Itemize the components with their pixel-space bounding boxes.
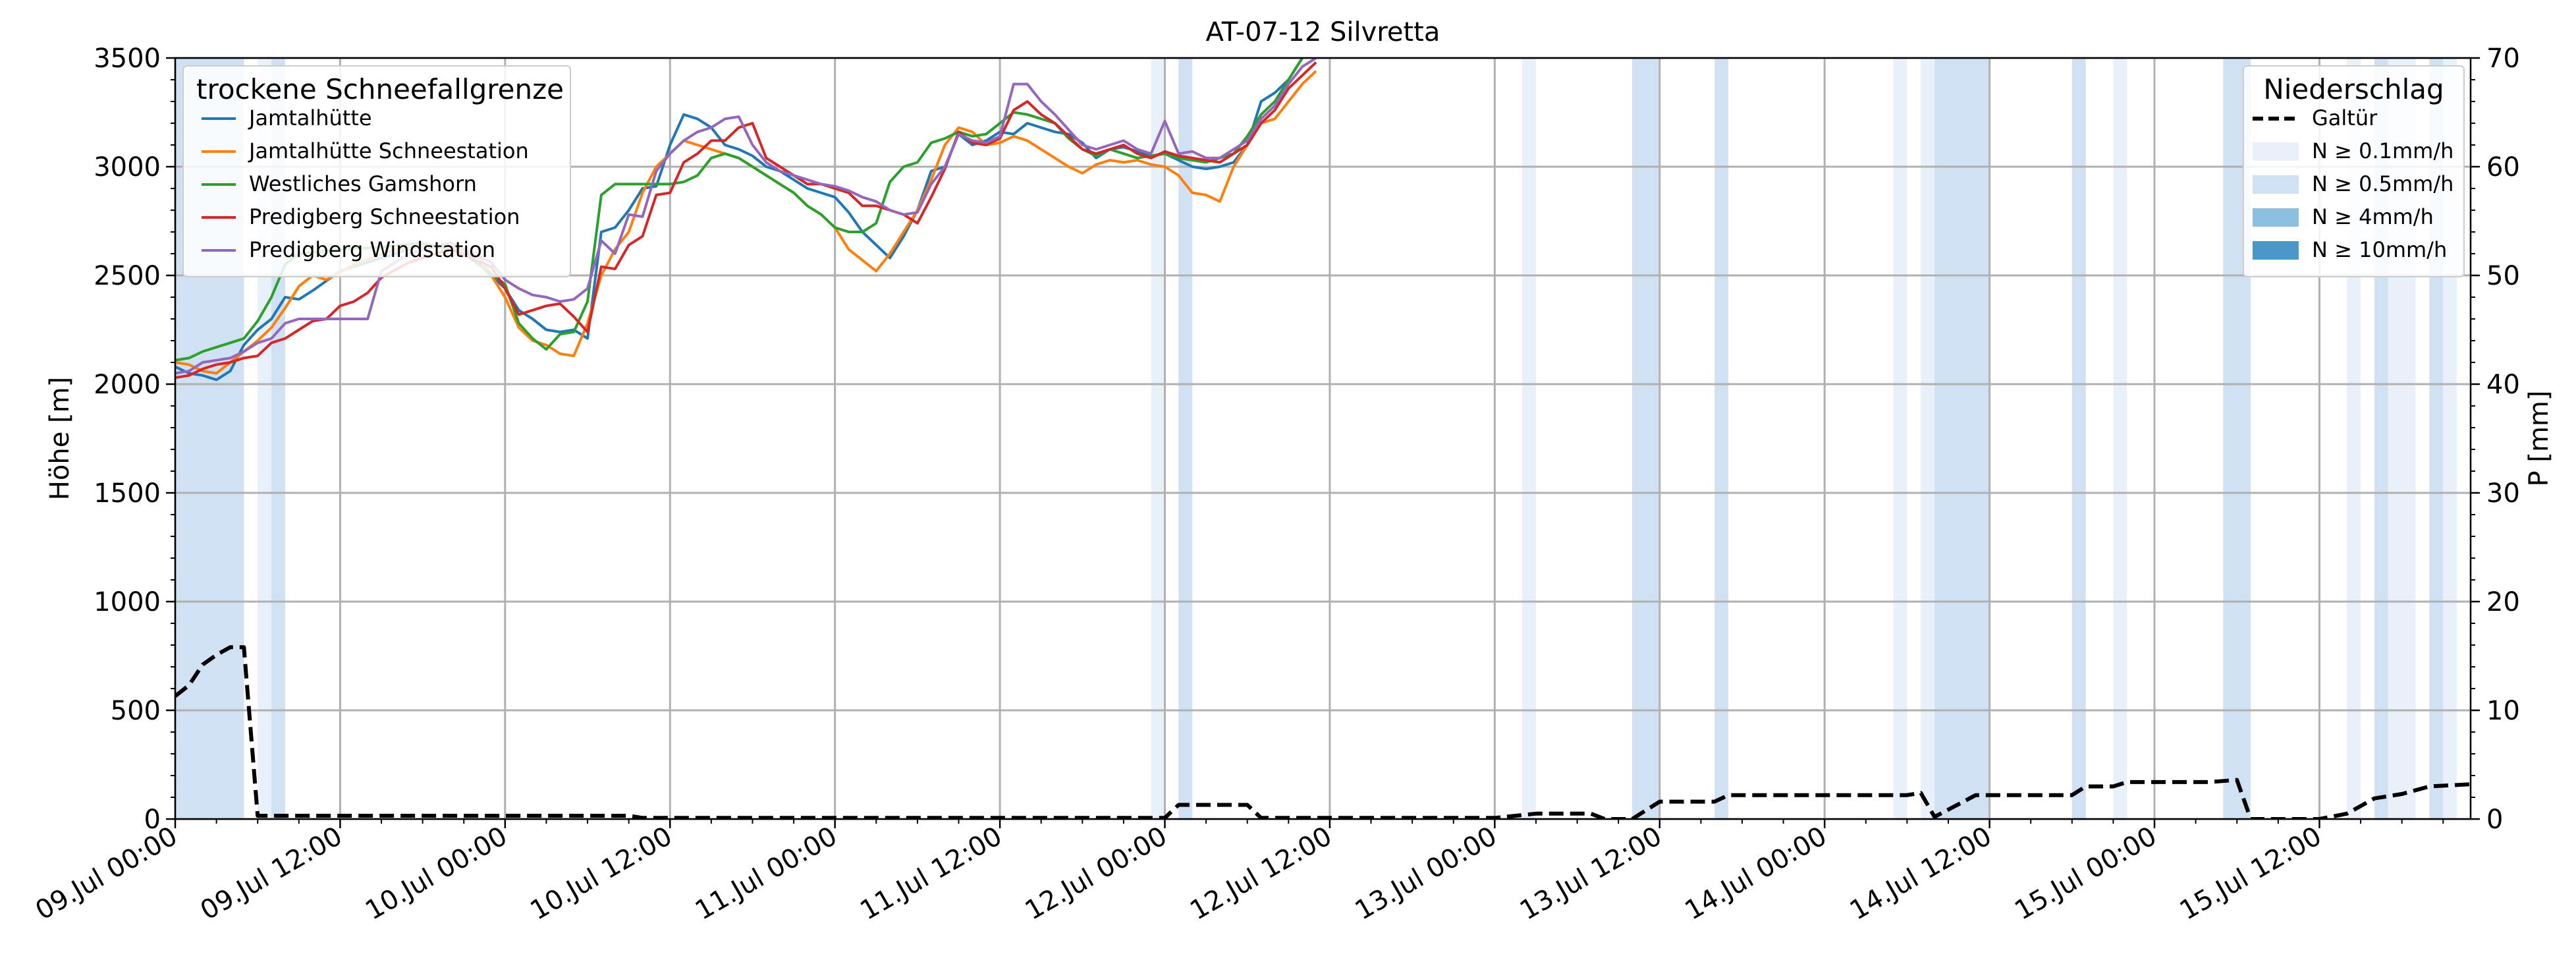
legend-swatch — [2253, 142, 2299, 161]
y-tick-label: 0 — [144, 805, 161, 835]
legend-title: Niederschlag — [2263, 73, 2444, 105]
x-tick-label: 10.Jul 12:00 — [526, 821, 678, 926]
y-tick-label: 2000 — [94, 370, 161, 400]
precip-band — [1714, 58, 1729, 819]
precip-band — [1632, 58, 1660, 819]
precip-band — [1893, 58, 1907, 819]
series-line-predigberg-schneestation — [175, 61, 1317, 380]
precip-band — [1178, 58, 1193, 819]
x-tick-label: 13.Jul 12:00 — [1515, 821, 1667, 926]
legend-label: Westliches Gamshorn — [249, 171, 477, 196]
y2-tick-label: 70 — [2486, 43, 2520, 74]
y-axis-title: Höhe [m] — [45, 377, 75, 500]
plot-frame — [174, 57, 2472, 820]
legend-label: Predigberg Windstation — [249, 237, 495, 262]
chart-title: AT-07-12 Silvretta — [1206, 17, 1440, 47]
y-tick-label: 1000 — [94, 587, 161, 617]
x-tick-label: 10.Jul 00:00 — [360, 821, 512, 926]
legend-title: trockene Schneefallgrenze — [196, 73, 564, 105]
y-tick-label: 3500 — [94, 43, 161, 74]
precip-band — [1151, 58, 1165, 819]
y-tick-label: 1500 — [94, 478, 161, 509]
y-tick-label: 500 — [111, 696, 161, 726]
precip-band — [1522, 58, 1536, 819]
legend-label: Jamtalhütte Schneestation — [248, 138, 529, 163]
legend-label: Galtür — [2312, 105, 2378, 130]
x-tick-label: 11.Jul 12:00 — [855, 821, 1007, 926]
y2-tick-label: 40 — [2486, 370, 2520, 400]
x-tick-label: 09.Jul 00:00 — [30, 821, 182, 926]
series-line-galt-r — [175, 645, 2471, 819]
y2-tick-label: 50 — [2486, 261, 2520, 291]
y-tick-label: 2500 — [94, 261, 161, 291]
y-tick-label: 3000 — [94, 152, 161, 183]
y2-axis-title: P [mm] — [2524, 391, 2554, 487]
y2-tick-label: 20 — [2486, 587, 2520, 617]
x-tick-label: 14.Jul 00:00 — [1680, 821, 1832, 926]
x-tick-label: 12.Jul 12:00 — [1185, 821, 1337, 926]
x-tick-label: 12.Jul 00:00 — [1020, 821, 1172, 926]
legend-swatch — [2253, 175, 2299, 194]
y2-tick-label: 0 — [2486, 805, 2503, 835]
legend-label: Predigberg Schneestation — [249, 204, 520, 229]
y2-tick-label: 10 — [2486, 696, 2520, 726]
series-line-predigberg-windstation — [175, 58, 1317, 375]
legend-label: N ≥ 4mm/h — [2312, 204, 2434, 229]
x-tick-label: 09.Jul 12:00 — [196, 821, 348, 926]
legend-label: Jamtalhütte — [248, 105, 372, 130]
precip-band — [1934, 58, 1990, 819]
y2-tick-label: 30 — [2486, 478, 2520, 509]
legend-frame — [182, 65, 571, 277]
x-tick-label: 15.Jul 12:00 — [2175, 821, 2327, 926]
x-tick-label: 11.Jul 00:00 — [690, 821, 842, 926]
x-tick-label: 15.Jul 00:00 — [2010, 821, 2162, 926]
y2-tick-label: 60 — [2486, 152, 2520, 183]
legend-label: N ≥ 0.1mm/h — [2312, 138, 2453, 163]
precip-band — [2071, 58, 2086, 819]
x-tick-label: 13.Jul 00:00 — [1350, 821, 1502, 926]
precip-band — [2113, 58, 2127, 819]
x-tick-label: 14.Jul 12:00 — [1845, 821, 1997, 926]
legend-swatch — [2253, 241, 2299, 260]
precip-band — [1921, 58, 1935, 819]
legend-swatch — [2253, 208, 2299, 227]
legend-label: N ≥ 10mm/h — [2312, 237, 2447, 262]
legend-label: N ≥ 0.5mm/h — [2312, 171, 2453, 196]
